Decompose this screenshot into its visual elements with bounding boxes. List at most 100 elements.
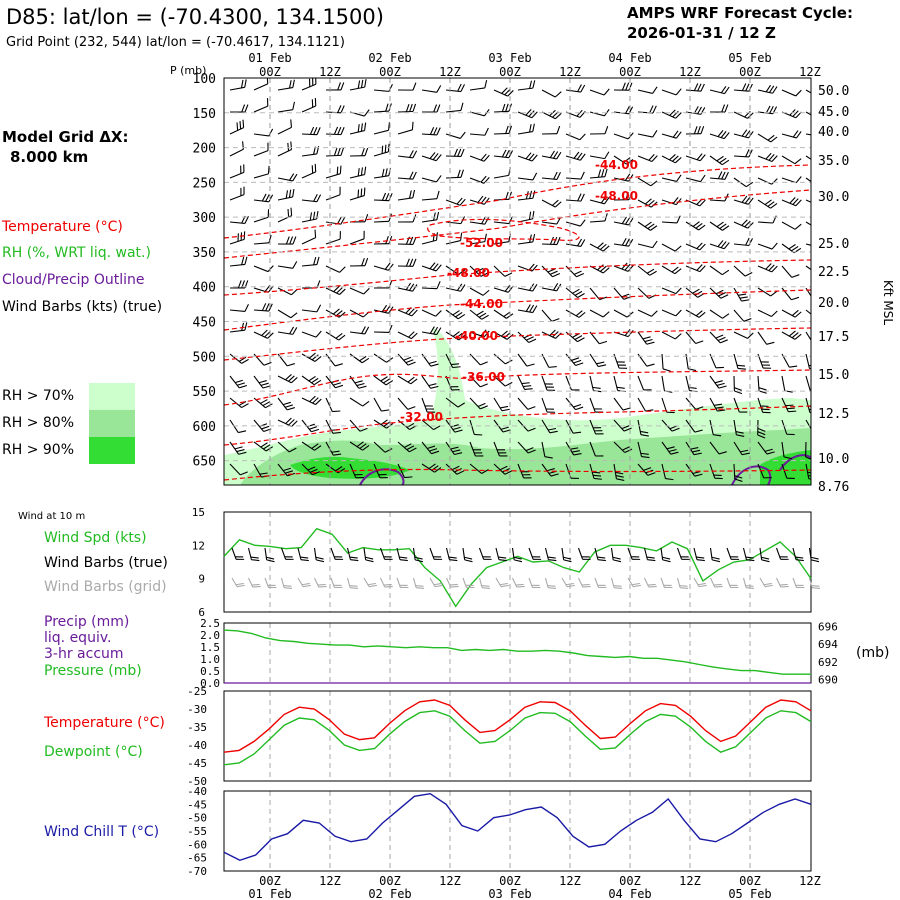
wind-barb-flag — [652, 86, 658, 94]
wind-barb — [589, 441, 596, 457]
wind-barb-flag — [734, 390, 743, 395]
wind-barb — [493, 463, 506, 475]
wind-barb-flag — [267, 332, 274, 339]
wind-barb-flag — [338, 334, 346, 341]
wind-barb — [445, 240, 461, 245]
wind-barb — [709, 89, 725, 95]
height-tick-label: 15.0 — [818, 368, 849, 383]
wind-barb-flag — [455, 332, 463, 339]
wind-barb-flag — [532, 234, 536, 243]
wind-barb-flag — [628, 238, 634, 247]
wind-barb-flag — [364, 79, 367, 88]
top-hour-label: 12Z — [559, 65, 581, 79]
wind-panel: 15 12 9 6 — [192, 506, 821, 619]
wind-barb — [637, 243, 653, 249]
wind-barb-flag — [235, 379, 243, 384]
wind-barb-flag — [506, 333, 514, 340]
wind-barb-flag — [745, 83, 750, 92]
bottom-hour-label: 12Z — [679, 874, 701, 888]
wind-barb-flag — [552, 273, 561, 278]
wind-barb-flag — [593, 474, 602, 477]
wind-barb-flag — [455, 312, 463, 318]
wind-barb — [469, 199, 485, 205]
wind-barb-flag — [525, 108, 532, 116]
wind-barb — [589, 176, 605, 179]
wind-barb-flag — [484, 127, 489, 136]
wind-barb-flag — [671, 427, 680, 432]
wind-barb-flag — [600, 196, 607, 204]
wind-barb — [733, 221, 748, 229]
wind-barb-flag — [500, 426, 509, 430]
wind-barb — [757, 133, 772, 143]
wind-barb-flag — [580, 239, 586, 247]
wind-barb — [541, 463, 552, 477]
wind-barb — [685, 243, 701, 251]
wind-barb-flag — [504, 284, 511, 292]
wind-barb — [493, 174, 509, 179]
legend-cloud: Cloud/Precip Outline — [2, 272, 145, 288]
wind-barb — [349, 86, 365, 91]
wind-barb-flag — [765, 263, 772, 270]
wind-barb-flag — [316, 256, 320, 265]
wind-barb-flag — [771, 242, 778, 250]
wind-barb-flag — [451, 363, 460, 366]
wind-barb — [277, 109, 293, 113]
wind-barb-flag — [409, 103, 413, 112]
wind-barb-flag — [577, 337, 585, 343]
legend-liq: liq. equiv. — [44, 630, 111, 646]
wind-barb-flag — [622, 446, 630, 451]
pressure-tick-label: 500 — [193, 350, 216, 365]
wind-barb-flag — [267, 165, 270, 174]
wind-barb — [301, 375, 315, 386]
wind-barb-flag — [697, 582, 706, 586]
wind-barb — [493, 353, 506, 365]
wind-barb-flag — [791, 309, 799, 316]
wind-barb — [280, 577, 285, 588]
wind-barb — [637, 177, 652, 187]
wind-barb — [373, 309, 389, 314]
wind-barb-flag — [498, 559, 507, 562]
wind-barb-flag — [333, 285, 340, 293]
wind-barb — [685, 375, 690, 391]
wind-barb-flag — [282, 401, 291, 406]
wind-barb-flag — [337, 147, 341, 156]
wind-barb-flag — [499, 465, 508, 471]
wind-barb-flag — [464, 559, 473, 563]
wind-barb-flag — [357, 168, 360, 177]
wind-barb-flag — [699, 154, 706, 162]
wind-barb — [469, 287, 484, 296]
wind-barb — [541, 419, 551, 434]
legend-temp: Temperature (°C) — [43, 715, 165, 731]
wind-barb-flag — [499, 582, 508, 586]
wind-barb-flag — [766, 341, 775, 345]
wind-barb — [517, 309, 533, 314]
wind-barb-flag — [720, 339, 728, 344]
wind-barb-flag — [365, 556, 374, 560]
wind-barb-flag — [770, 290, 778, 297]
wind-barb-flag — [361, 257, 365, 266]
wind-barb — [297, 547, 302, 560]
legend-pressure: Pressure (mb) — [44, 663, 142, 679]
wind-barb — [325, 154, 342, 157]
wind-barb-flag — [288, 189, 292, 198]
wind-barb-flag — [240, 471, 248, 476]
wind-barb — [469, 87, 485, 91]
wind-barb-flag — [735, 431, 744, 434]
wind-barb-flag — [412, 189, 416, 198]
wind-barb — [643, 547, 648, 560]
wind-barb-flag — [484, 233, 487, 242]
wind-barb — [301, 237, 316, 245]
wind-barb-flag — [700, 107, 706, 115]
wind-barb-flag — [647, 583, 656, 586]
wind-barb — [421, 133, 438, 136]
wind-barb-flag — [524, 388, 533, 390]
wind-barb — [661, 243, 676, 252]
wind-barb-flag — [556, 125, 561, 134]
wind-barb-flag — [592, 471, 601, 474]
wind-barb-flag — [592, 386, 601, 389]
wind-barb — [565, 419, 574, 434]
wind-barb-flag — [458, 269, 466, 275]
wind-barb — [805, 155, 811, 160]
wind-barb — [373, 419, 387, 429]
wind-barb — [781, 397, 789, 412]
